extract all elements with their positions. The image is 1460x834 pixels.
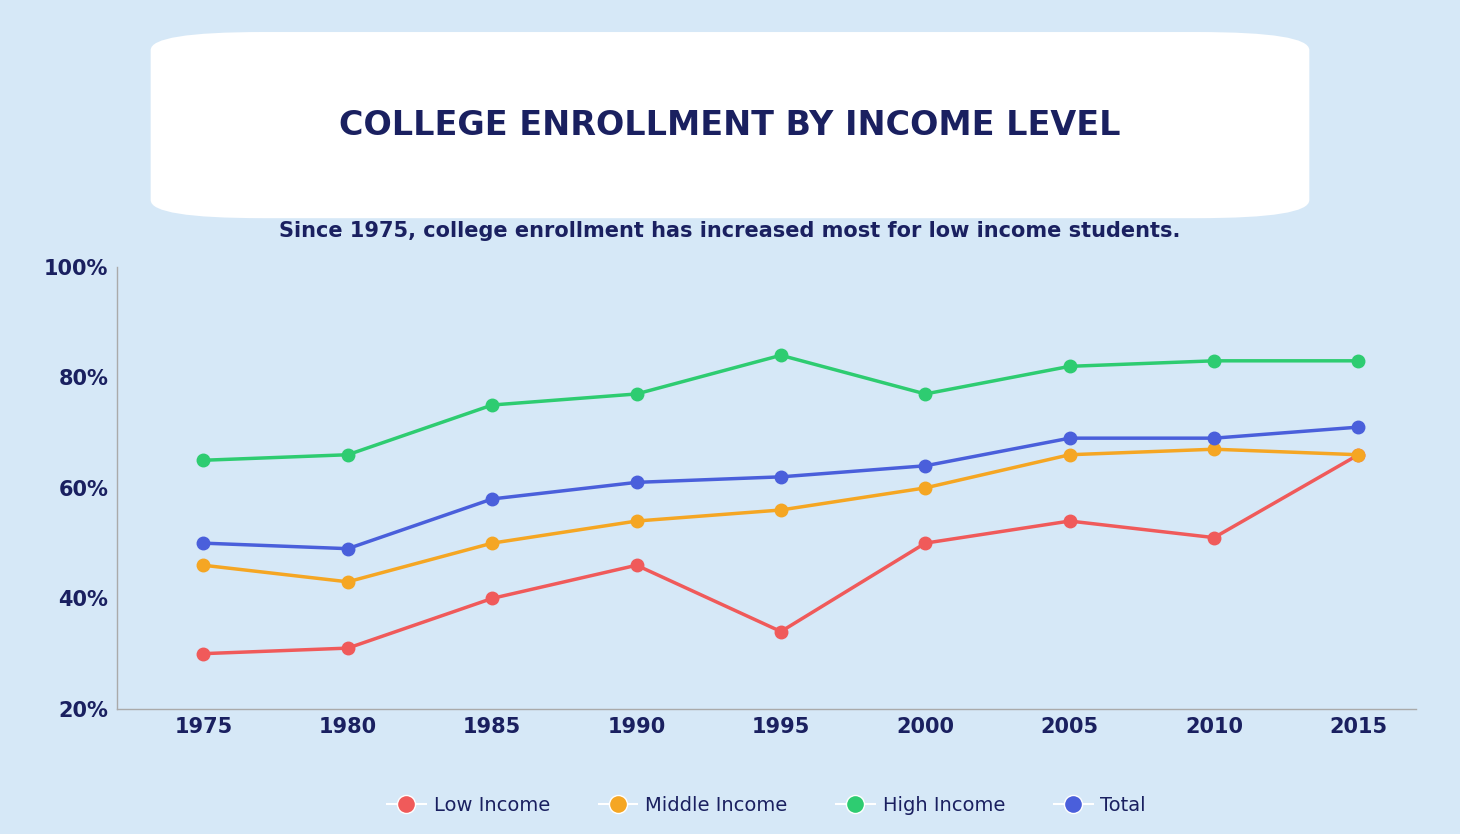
Text: COLLEGE ENROLLMENT BY INCOME LEVEL: COLLEGE ENROLLMENT BY INCOME LEVEL xyxy=(339,108,1121,142)
FancyBboxPatch shape xyxy=(150,32,1310,219)
Text: Since 1975, college enrollment has increased most for low income students.: Since 1975, college enrollment has incre… xyxy=(279,221,1181,241)
Legend: Low Income, Middle Income, High Income, Total: Low Income, Middle Income, High Income, … xyxy=(380,788,1153,823)
